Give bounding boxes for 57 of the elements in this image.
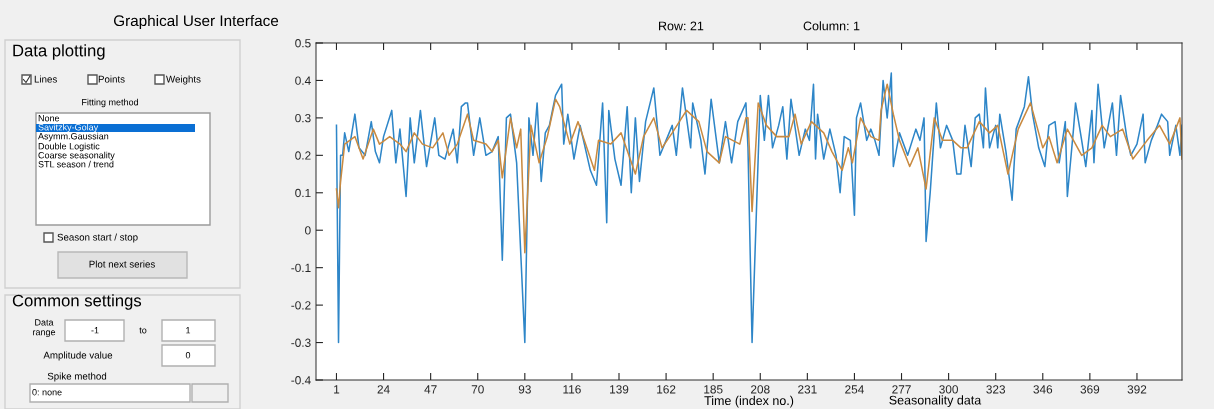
x-tick-label: 231 [798, 385, 817, 394]
x-tick-label: 300 [939, 385, 958, 394]
y-tick-label: -0.3 [291, 338, 311, 347]
text: 0 [185, 352, 191, 359]
text: to [139, 327, 147, 334]
text: Coarse seasonality [38, 151, 115, 161]
x-tick-label: 47 [424, 385, 437, 394]
text: Fitting method [82, 98, 139, 108]
x-tick-label: 369 [1080, 385, 1100, 394]
x-tick-label: 392 [1127, 385, 1147, 394]
text: 0: none [32, 389, 62, 396]
x-tick-label: 162 [657, 385, 676, 394]
x-tick-label: 70 [471, 385, 484, 394]
x-axis-title: Time (index no.) [704, 395, 794, 408]
y-tick-label: 0.1 [295, 188, 311, 198]
x-tick-label: 208 [751, 385, 770, 394]
text: Common settings [12, 294, 142, 310]
y-tick-label: 0.4 [295, 76, 311, 85]
x-tick-label: 139 [610, 385, 629, 394]
line-series [335, 72, 1182, 344]
text: 1 [186, 327, 191, 334]
x-tick-label: 93 [518, 385, 531, 394]
y-tick-label: -0.4 [291, 376, 311, 385]
text: Asymm.Gaussian [38, 132, 109, 142]
text: Graphical User Interface [113, 14, 279, 30]
text: Weights [166, 75, 201, 85]
x-tick-label: 24 [377, 385, 390, 394]
text: None [38, 115, 60, 122]
x-tick-label: 346 [1033, 385, 1053, 394]
x-tick-label: 323 [986, 385, 1006, 394]
x-tick-label: 277 [892, 385, 911, 394]
text: STL season / trend [38, 160, 114, 168]
x-tick-label: 116 [563, 385, 581, 394]
y-tick-label: 0 [305, 226, 311, 235]
text: Row: 21 [659, 21, 704, 31]
x-tick-label: 1 [334, 385, 340, 394]
text: Spike method [47, 372, 107, 382]
text: Amplitude value [43, 351, 113, 361]
x-tick-label: 185 [704, 385, 723, 394]
y-tick-label: 0.3 [295, 113, 311, 123]
y-tick-label: -0.1 [291, 263, 311, 273]
text: Season start / stop [57, 233, 138, 243]
text: Double Logistic [38, 142, 100, 152]
y-tick-label: -0.2 [291, 301, 311, 310]
text: Savitzky-Golay [38, 123, 99, 133]
text: Points [98, 75, 125, 83]
text: -1 [91, 327, 99, 334]
y-tick-label: 0.5 [295, 39, 311, 48]
y-tick-label: 0.2 [295, 151, 311, 160]
text: Lines [34, 75, 57, 83]
text: Seasonality data [889, 395, 982, 407]
text: Column: 1 [803, 21, 860, 31]
text: Data plotting [13, 44, 105, 60]
text: Plot next series [89, 260, 155, 268]
line-series [335, 83, 1182, 254]
x-tick-label: 254 [845, 385, 864, 394]
text: Data range [33, 319, 56, 338]
